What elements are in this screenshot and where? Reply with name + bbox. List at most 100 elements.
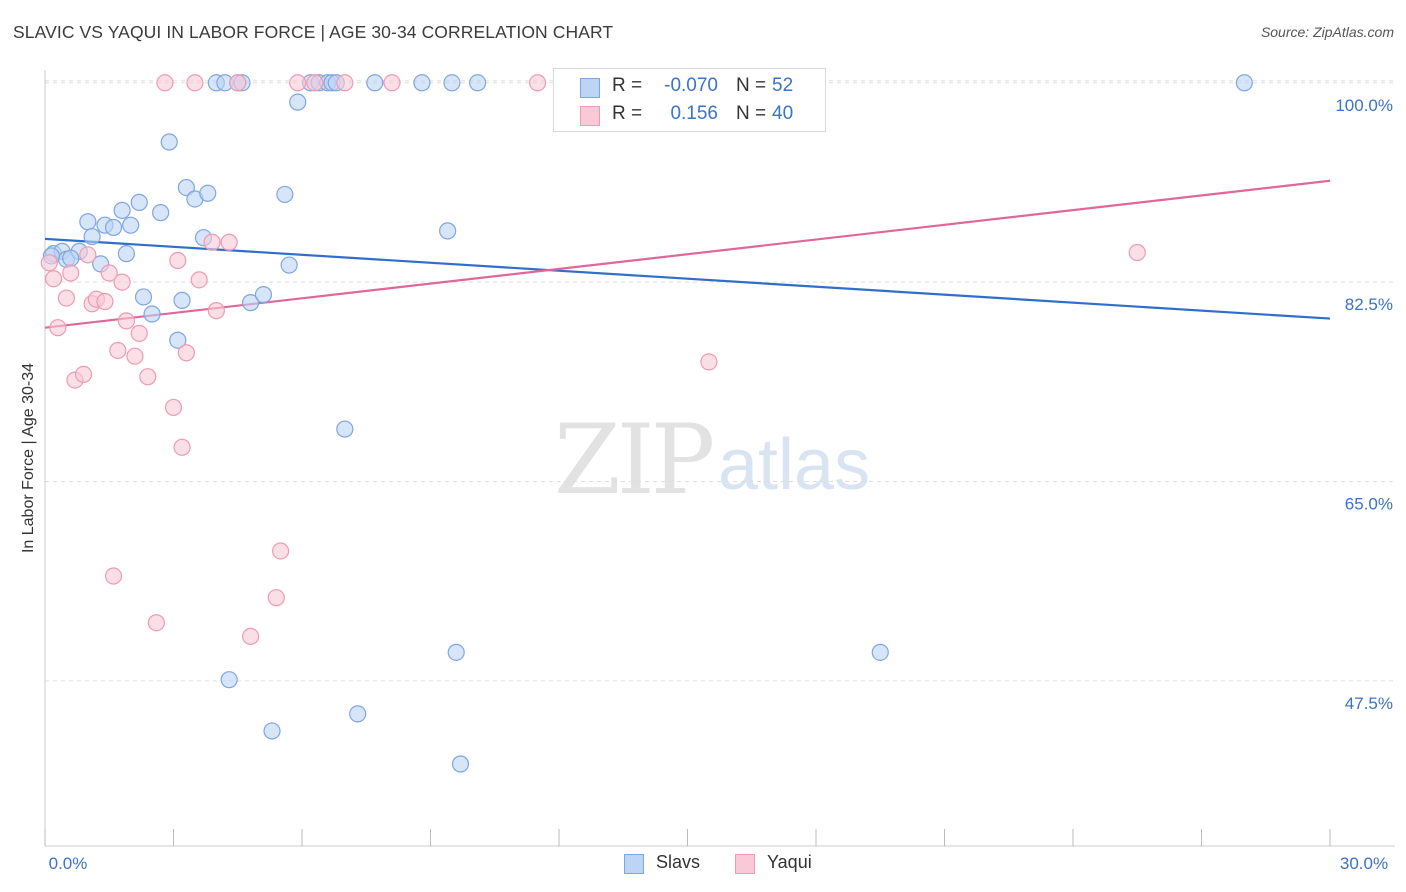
point-slavs [1235, 74, 1253, 92]
point-slavs [439, 222, 457, 240]
n-value-yaqui: 40 [772, 103, 794, 124]
point-yaqui [177, 344, 195, 362]
legend-label-yaqui: Yaqui [767, 852, 812, 872]
point-yaqui [164, 398, 183, 417]
point-yaqui [104, 567, 123, 585]
point-slavs [169, 331, 187, 349]
slavs-swatch [624, 854, 644, 874]
data-points [40, 74, 1253, 773]
point-yaqui [79, 246, 97, 264]
point-yaqui [139, 368, 157, 386]
point-yaqui [130, 324, 148, 342]
point-slavs [469, 74, 487, 92]
chart-title: SLAVIC VS YAQUI IN LABOR FORCE | AGE 30-… [13, 22, 614, 42]
legend-row-slavs: R = -0.070 N = 52 [554, 74, 825, 100]
point-slavs [130, 193, 148, 211]
r-label: R = [612, 103, 643, 124]
point-slavs [349, 705, 367, 723]
point-yaqui [190, 271, 208, 289]
source-label: Source: ZipAtlas.com [1260, 24, 1394, 40]
stats-legend: R = -0.070 N = 52 R = 0.156 N = 40 [553, 68, 826, 132]
point-slavs [83, 227, 101, 246]
point-yaqui [306, 74, 324, 92]
trend-line-slavs [44, 237, 1331, 320]
point-slavs [254, 286, 273, 304]
point-yaqui [173, 438, 191, 456]
point-slavs [177, 178, 195, 197]
point-slavs [160, 133, 178, 151]
point-slavs [199, 184, 217, 202]
gridlines [45, 80, 1395, 682]
point-slavs [62, 249, 80, 267]
point-yaqui [96, 292, 114, 311]
point-slavs [871, 643, 889, 661]
series-legend: Slavs Yaqui [0, 852, 1406, 878]
point-yaqui [220, 233, 238, 251]
point-yaqui [100, 264, 118, 282]
point-yaqui [336, 74, 354, 92]
y-axis-label: In Labor Force | Age 30-34 [20, 362, 37, 554]
point-yaqui [62, 264, 80, 282]
point-yaqui [528, 74, 547, 92]
n-label: N = [736, 75, 767, 96]
point-yaqui [44, 270, 63, 288]
point-yaqui [383, 74, 401, 92]
tick-labels: 47.5% 65.0% 82.5% 100.0% 0.0% 30.0% [49, 96, 1393, 873]
point-slavs [263, 722, 281, 740]
axes [44, 70, 1395, 847]
point-yaqui [267, 589, 285, 607]
y-tick-label: 47.5% [1345, 694, 1393, 713]
slavs-swatch [580, 78, 600, 98]
legend-label-slavs: Slavs [656, 852, 701, 872]
point-yaqui [57, 289, 76, 307]
point-slavs [289, 93, 307, 111]
point-slavs [242, 294, 260, 312]
point-yaqui [242, 627, 260, 646]
point-slavs [220, 671, 238, 689]
watermark-atlas: atlas [718, 425, 871, 505]
r-label: R = [612, 75, 643, 96]
y-tick-label: 65.0% [1345, 494, 1393, 513]
point-slavs [152, 204, 170, 222]
point-yaqui [203, 233, 221, 251]
point-yaqui [40, 254, 58, 272]
point-slavs [113, 201, 131, 219]
point-yaqui [271, 542, 290, 560]
point-yaqui [169, 251, 187, 270]
point-yaqui [229, 74, 247, 92]
point-slavs [443, 74, 461, 92]
yaqui-swatch [735, 854, 755, 874]
r-value-slavs: -0.070 [664, 75, 718, 96]
point-yaqui [1128, 243, 1146, 262]
n-label: N = [736, 103, 767, 124]
point-yaqui [49, 319, 67, 337]
point-slavs [104, 218, 123, 237]
point-yaqui [186, 74, 204, 92]
point-slavs [173, 291, 191, 309]
yaqui-swatch [580, 106, 600, 126]
point-yaqui [289, 74, 307, 92]
point-slavs [117, 245, 135, 263]
point-slavs [280, 256, 298, 274]
r-value-yaqui: 0.156 [670, 103, 718, 124]
point-yaqui [156, 74, 174, 92]
point-slavs [336, 420, 354, 438]
x-tick-label-end: 30.0% [1340, 854, 1388, 873]
y-tick-label: 82.5% [1345, 295, 1393, 314]
point-slavs [451, 755, 470, 773]
point-slavs [79, 213, 97, 231]
point-yaqui [207, 302, 225, 320]
point-yaqui [113, 273, 131, 291]
legend-row-yaqui: R = 0.156 N = 40 [554, 102, 825, 128]
point-slavs [447, 643, 465, 661]
point-slavs [413, 74, 431, 92]
point-slavs [143, 305, 161, 323]
watermark-zip: ZIP [554, 404, 715, 516]
point-slavs [276, 185, 294, 204]
point-slavs [134, 288, 153, 306]
point-yaqui [74, 365, 93, 383]
point-yaqui [126, 347, 144, 365]
point-slavs [366, 74, 384, 92]
point-yaqui [700, 353, 718, 371]
